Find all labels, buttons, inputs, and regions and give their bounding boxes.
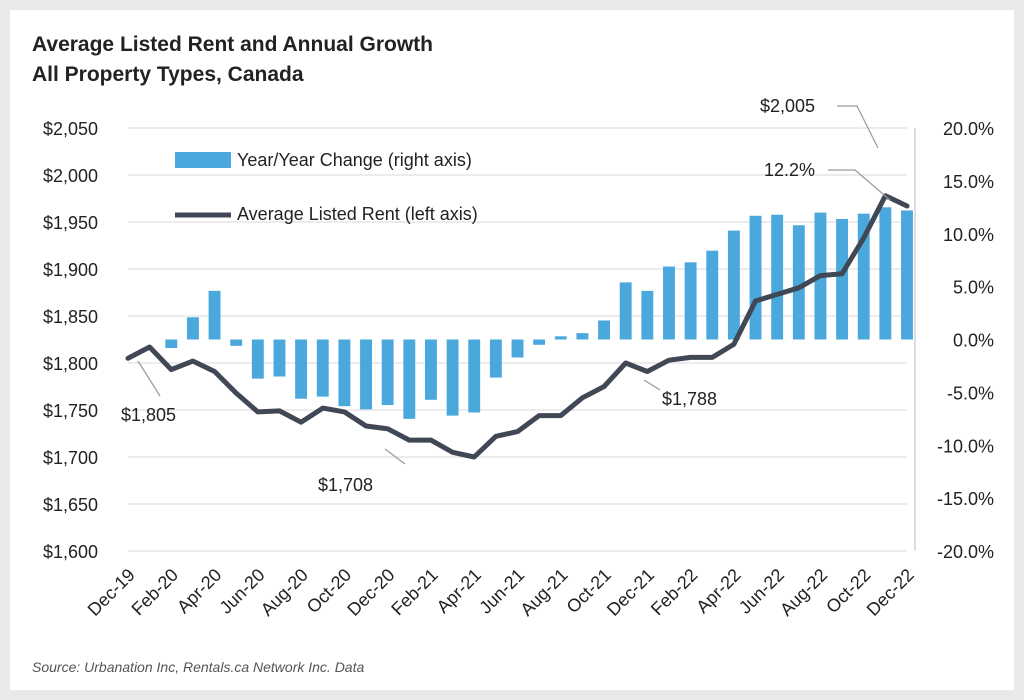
right-tick-label: 5.0% bbox=[953, 278, 994, 298]
bar-Oct-21 bbox=[598, 320, 611, 340]
bar-Feb-22 bbox=[684, 262, 697, 340]
bar-May-22 bbox=[749, 215, 762, 340]
x-tick-label: Aug-20 bbox=[257, 565, 312, 620]
annotation-leader-2005 bbox=[837, 105, 879, 149]
source-note: Source: Urbanation Inc, Rentals.ca Netwo… bbox=[32, 659, 364, 675]
bar-May-20 bbox=[230, 339, 243, 346]
bar-Mar-21 bbox=[446, 339, 459, 416]
bar-Dec-20 bbox=[381, 339, 394, 406]
left-tick-label: $2,050 bbox=[43, 119, 98, 139]
bar-Oct-20 bbox=[338, 339, 351, 407]
rent-line bbox=[125, 193, 910, 460]
bar-Jun-20 bbox=[251, 339, 264, 379]
legend-swatch-bars bbox=[175, 152, 231, 168]
annotation-leader-1708 bbox=[384, 448, 406, 465]
legend-label-line: Average Listed Rent (left axis) bbox=[237, 204, 478, 224]
x-tick-label: Feb-21 bbox=[387, 565, 441, 619]
x-tick-label: Apr-22 bbox=[692, 565, 744, 617]
left-tick-label: $1,750 bbox=[43, 401, 98, 421]
x-tick-label: Dec-19 bbox=[84, 565, 139, 620]
x-tick-label: Dec-22 bbox=[863, 565, 918, 620]
bar-Jul-20 bbox=[273, 339, 286, 377]
bar-Sep-22 bbox=[836, 218, 849, 340]
right-tick-label: -20.0% bbox=[937, 542, 994, 562]
bar-Mar-22 bbox=[706, 250, 719, 340]
annotation-1805: $1,805 bbox=[121, 405, 176, 425]
annotation-leader-1805 bbox=[137, 360, 161, 397]
bar-Nov-22 bbox=[879, 207, 892, 340]
chart-title: Average Listed Rent and Annual Growth bbox=[32, 33, 433, 56]
left-tick-label: $1,950 bbox=[43, 213, 98, 233]
bar-Jun-21 bbox=[511, 339, 524, 358]
bar-Jan-22 bbox=[663, 266, 675, 340]
x-tick-label: Aug-21 bbox=[516, 565, 571, 620]
annotation-12-2: 12.2% bbox=[764, 160, 815, 180]
x-tick-label: Dec-21 bbox=[603, 565, 658, 620]
bar-Nov-21 bbox=[619, 282, 632, 340]
bar-Apr-22 bbox=[727, 230, 740, 340]
left-tick-label: $1,850 bbox=[43, 307, 98, 327]
bar-Apr-20 bbox=[208, 290, 221, 340]
bar-Jun-22 bbox=[771, 214, 784, 340]
x-tick-label: Apr-20 bbox=[173, 565, 225, 617]
right-axis-ticks: 20.0% 15.0% 10.0% 5.0% 0.0% -5.0% -10.0% -15.0%… bbox=[937, 119, 994, 562]
left-tick-label: $1,650 bbox=[43, 495, 98, 515]
bar-Apr-21 bbox=[468, 339, 481, 413]
bar-Dec-22 bbox=[901, 210, 913, 340]
legend: Year/Year Change (right axis) Average Li… bbox=[175, 150, 478, 224]
left-tick-label: $1,600 bbox=[43, 542, 98, 562]
x-tick-label: Feb-20 bbox=[128, 565, 182, 619]
bar-Sep-20 bbox=[316, 339, 329, 397]
right-tick-label: 20.0% bbox=[943, 119, 994, 139]
left-tick-label: $2,000 bbox=[43, 166, 98, 186]
annotation-1708: $1,708 bbox=[318, 475, 373, 495]
x-tick-label: Apr-21 bbox=[433, 565, 485, 617]
right-tick-label: -15.0% bbox=[937, 489, 994, 509]
annotations: $1,805 $1,708 $1,788 $2,005 12.2% bbox=[121, 96, 891, 495]
bar-Oct-22 bbox=[857, 213, 870, 340]
bar-Feb-20 bbox=[165, 339, 178, 348]
x-tick-label: Dec-20 bbox=[343, 565, 398, 620]
yoy-bars bbox=[165, 207, 913, 419]
bar-Dec-21 bbox=[641, 290, 654, 340]
chart-canvas: Average Listed Rent and Annual Growth Al… bbox=[32, 33, 994, 675]
legend-label-bars: Year/Year Change (right axis) bbox=[237, 150, 472, 170]
left-tick-label: $1,700 bbox=[43, 448, 98, 468]
left-axis-ticks: $1,600 $1,650 $1,700 $1,750 $1,800 $1,850 $1,9… bbox=[43, 119, 98, 562]
bar-Jul-22 bbox=[792, 225, 805, 340]
chart-frame: Average Listed Rent and Annual Growth Al… bbox=[10, 10, 1014, 690]
bar-May-21 bbox=[489, 339, 502, 378]
left-tick-label: $1,800 bbox=[43, 354, 98, 374]
annotation-2005: $2,005 bbox=[760, 96, 815, 116]
bar-Aug-20 bbox=[295, 339, 308, 399]
bar-Jan-21 bbox=[403, 339, 416, 419]
bar-Sep-21 bbox=[576, 333, 589, 340]
bar-Mar-20 bbox=[186, 317, 199, 340]
left-tick-label: $1,900 bbox=[43, 260, 98, 280]
annotation-leader-12-2 bbox=[828, 169, 891, 201]
x-tick-label: Aug-22 bbox=[776, 565, 831, 620]
chart-subtitle: All Property Types, Canada bbox=[32, 63, 304, 86]
bar-Aug-21 bbox=[554, 336, 567, 340]
bar-Jul-21 bbox=[533, 339, 546, 345]
x-tick-label: Feb-22 bbox=[647, 565, 701, 619]
right-tick-label: -10.0% bbox=[937, 436, 994, 456]
right-tick-label: 15.0% bbox=[943, 172, 994, 192]
annotation-leader-1788 bbox=[643, 379, 661, 391]
bar-Nov-20 bbox=[360, 339, 372, 410]
annotation-1788: $1,788 bbox=[662, 389, 717, 409]
right-tick-label: 0.0% bbox=[953, 331, 994, 351]
bar-Feb-21 bbox=[424, 339, 437, 400]
right-tick-label: 10.0% bbox=[943, 225, 994, 245]
right-tick-label: -5.0% bbox=[947, 383, 994, 403]
x-axis-ticks: Dec-19Feb-20Apr-20Jun-20Aug-20Oct-20Dec-… bbox=[84, 565, 918, 620]
